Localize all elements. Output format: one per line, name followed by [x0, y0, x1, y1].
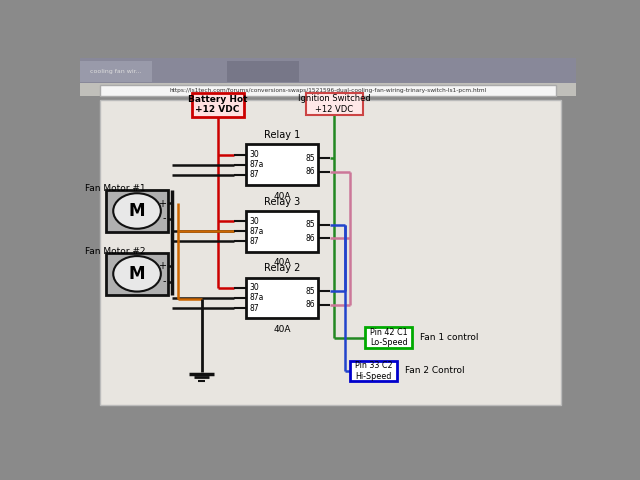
Circle shape [113, 193, 161, 229]
Text: cooling fan wir...: cooling fan wir... [90, 69, 141, 74]
Text: 86: 86 [305, 234, 315, 242]
Text: 87a: 87a [249, 160, 264, 169]
FancyBboxPatch shape [100, 85, 556, 96]
Text: M: M [129, 202, 145, 220]
FancyBboxPatch shape [100, 100, 561, 405]
Text: Fan Motor #2: Fan Motor #2 [85, 247, 145, 256]
Text: 40A: 40A [273, 192, 291, 201]
Text: Fan Motor #1: Fan Motor #1 [85, 184, 145, 193]
Text: 85: 85 [305, 287, 315, 296]
FancyBboxPatch shape [246, 211, 318, 252]
Text: 87a: 87a [249, 227, 264, 236]
FancyBboxPatch shape [80, 58, 576, 84]
Text: Fan 1 control: Fan 1 control [420, 333, 478, 342]
Circle shape [113, 256, 161, 291]
Text: -: - [162, 276, 166, 286]
FancyBboxPatch shape [246, 144, 318, 185]
FancyBboxPatch shape [300, 61, 372, 82]
Text: -: - [162, 214, 166, 223]
FancyBboxPatch shape [350, 360, 397, 381]
Text: 86: 86 [305, 300, 315, 309]
Text: 30: 30 [249, 216, 259, 226]
FancyBboxPatch shape [246, 277, 318, 318]
Text: M: M [129, 265, 145, 283]
Text: 87a: 87a [249, 293, 264, 302]
Text: Pin 42 C1
Lo-Speed: Pin 42 C1 Lo-Speed [370, 328, 408, 347]
Text: 87: 87 [249, 170, 259, 180]
FancyBboxPatch shape [80, 84, 576, 96]
FancyBboxPatch shape [154, 61, 225, 82]
FancyBboxPatch shape [191, 93, 244, 117]
Text: +: + [157, 199, 166, 209]
Text: Relay 2: Relay 2 [264, 263, 300, 273]
Text: 40A: 40A [273, 258, 291, 267]
Text: 86: 86 [305, 167, 315, 176]
Text: Pin 33 C2
Hi-Speed: Pin 33 C2 Hi-Speed [355, 361, 393, 381]
Text: 85: 85 [305, 220, 315, 229]
Text: 87: 87 [249, 303, 259, 312]
FancyBboxPatch shape [106, 190, 168, 232]
Text: Battery Hot
+12 VDC: Battery Hot +12 VDC [188, 95, 248, 114]
Text: 30: 30 [249, 283, 259, 292]
FancyBboxPatch shape [306, 93, 363, 115]
Text: Ignition Switched
+12 VDC: Ignition Switched +12 VDC [298, 94, 371, 113]
Text: Fan 2 Control: Fan 2 Control [405, 366, 465, 375]
Text: Relay 3: Relay 3 [264, 196, 300, 206]
Text: https://ls1tech.com/forums/conversions-swaps/1521596-dual-cooling-fan-wiring-tri: https://ls1tech.com/forums/conversions-s… [170, 88, 486, 93]
Text: 40A: 40A [273, 325, 291, 334]
Text: 87: 87 [249, 237, 259, 246]
FancyBboxPatch shape [227, 61, 299, 82]
Text: 85: 85 [305, 154, 315, 163]
Text: Relay 1: Relay 1 [264, 130, 300, 140]
Text: +: + [157, 262, 166, 271]
FancyBboxPatch shape [365, 327, 412, 348]
FancyBboxPatch shape [106, 252, 168, 295]
Text: 30: 30 [249, 150, 259, 159]
FancyBboxPatch shape [80, 61, 152, 82]
